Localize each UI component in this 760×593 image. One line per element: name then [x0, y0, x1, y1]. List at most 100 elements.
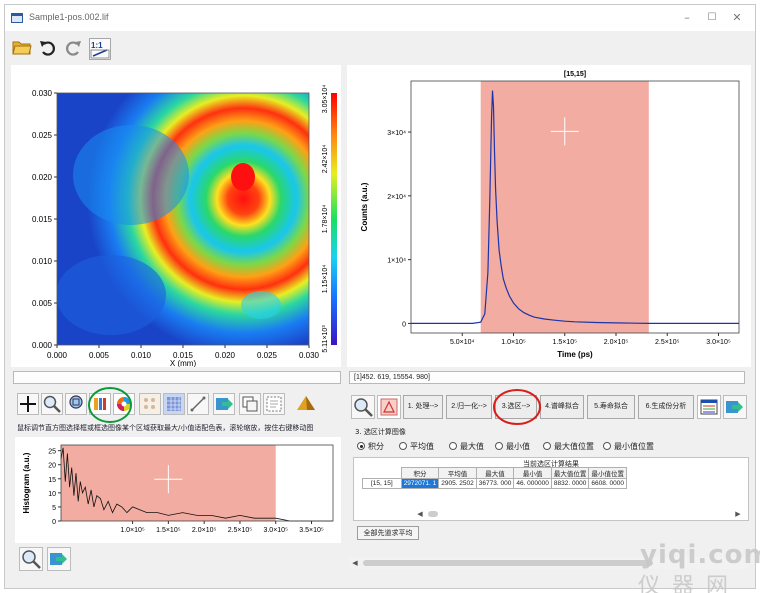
line-profile-icon[interactable] [187, 393, 209, 415]
x-tick-label: 3.5×10⁵ [299, 527, 324, 534]
scroll-left-icon[interactable]: ◀ [352, 559, 358, 567]
x-tick-label: 0.000 [47, 351, 68, 360]
scroll-thumb[interactable] [428, 511, 438, 517]
x-tick-label: 2.5×10⁵ [655, 339, 680, 346]
colorbar-ticks: 3.05×10⁴ 2.42×10⁴ 1.78×10⁴ 1.15×10⁴ 5.11×10³ [322, 85, 329, 353]
cell-mean[interactable]: 2905. 2502 [438, 478, 477, 489]
x-tick-label: 1.5×10⁵ [552, 339, 577, 346]
texture-icon[interactable] [163, 393, 185, 415]
cell-min-position[interactable]: 6608. 0000 [588, 478, 627, 489]
pattern-icon[interactable] [139, 393, 161, 415]
open-folder-icon[interactable] [11, 38, 33, 60]
x-tick-label: 5.0×10⁴ [450, 339, 475, 346]
y-tick-label: 10 [48, 491, 56, 498]
decay-status-bar: [1]452. 619, 15554. 980] [349, 371, 745, 384]
y-tick-label: 15 [48, 477, 56, 484]
x-tick-label: 1.5×10⁵ [156, 527, 181, 534]
table-corner [363, 468, 402, 479]
data-curve [60, 447, 333, 522]
export-image-icon[interactable] [213, 393, 235, 415]
x-tick-label: 0.020 [215, 351, 236, 360]
step-peak-fit-button[interactable]: 4.谱峰拟合 [540, 395, 584, 419]
cell-min[interactable]: 46. 000000 [513, 478, 552, 489]
results-table-area: 当前选区计算结果 积分 平均值 最大值 最小值 最大值位置 最小值位置 [15,… [353, 457, 749, 521]
copy-icon[interactable] [239, 393, 261, 415]
zoom-icon[interactable] [41, 393, 63, 415]
plot-frame [60, 444, 334, 522]
x-tick-label: 1.0×10⁵ [501, 339, 526, 346]
histogram-plot[interactable]: 1.0×10⁵ 1.5×10⁵ 2.0×10⁵ 2.5×10⁵ 3.0×10⁵ 3.5×1… [15, 437, 341, 543]
zoom-histogram-icon[interactable] [19, 547, 43, 571]
table-header-row: 积分 平均值 最大值 最小值 最大值位置 最小值位置 [363, 467, 627, 479]
table-horizontal-scrollbar[interactable]: ◀ ▶ [414, 508, 744, 520]
undo-icon[interactable] [37, 38, 59, 60]
zoom-fit-icon[interactable] [65, 393, 87, 415]
cell-max-position[interactable]: 8832. 0000 [550, 478, 590, 489]
app-icon [11, 13, 23, 23]
y-axis-label: Counts (a.u.) [360, 182, 369, 231]
x-tick-label: 2.0×10⁵ [604, 339, 629, 346]
y-tick-label: 0 [402, 321, 406, 328]
average-all-button[interactable]: 全部先道求平均 [357, 526, 419, 540]
close-button[interactable]: ✕ [732, 11, 742, 24]
decay-plot[interactable]: 5.0×10⁴ 1.0×10⁵ 1.5×10⁵ 2.0×10⁵ 2.5×10⁵ 3.0×1… [347, 65, 751, 367]
x-axis-ticks: 0.000 0.005 0.010 0.015 0.020 0.025 0.030 [47, 345, 320, 360]
y-tick-label: 0.025 [32, 131, 53, 140]
scroll-left-icon[interactable]: ◀ [417, 510, 423, 518]
calc-section-title: 3. 选区计算图像 [355, 428, 406, 436]
y-axis-ticks: 0.030 0.025 0.020 0.015 0.010 0.005 0.000 [32, 89, 57, 350]
radio-indicator [495, 442, 503, 450]
col-mean: 平均值 [438, 467, 477, 479]
scroll-right-icon[interactable]: ▶ [735, 510, 741, 518]
radio-max[interactable]: 最大值 [449, 441, 484, 452]
radio-indicator [543, 442, 551, 450]
radio-min[interactable]: 最小值 [495, 441, 530, 452]
scroll-thumb[interactable] [363, 560, 653, 566]
one-to-one-icon[interactable]: 1:1 [89, 38, 111, 60]
main-toolbar: 1:1 [5, 31, 755, 63]
bottom-horizontal-scrollbar[interactable]: ◀ [349, 557, 749, 569]
export-histogram-icon[interactable] [47, 547, 71, 571]
step-select-region-button[interactable]: 3.选区--> [495, 395, 537, 419]
redo-icon[interactable] [62, 38, 84, 60]
cell-max[interactable]: 36773. 000 [475, 478, 515, 489]
colorbar-tick-label: 2.42×10⁴ [322, 145, 329, 174]
step-normalize-button[interactable]: 2.归一化--> [446, 395, 492, 419]
radio-indicator [399, 442, 407, 450]
select-region-icon[interactable] [263, 393, 285, 415]
app-window: Sample1-pos.002.lif – ☐ ✕ 1:1 [4, 4, 756, 589]
table-row[interactable]: [15, 15] 2972071. 1 2905. 2502 36773. 00… [362, 478, 627, 489]
step-component-analysis-button[interactable]: 6.生成份分析 [638, 395, 694, 419]
x-tick-label: 0.015 [173, 351, 194, 360]
x-tick-label: 2.5×10⁵ [228, 527, 253, 534]
y-axis-label: Histogram (a.u.) [22, 452, 31, 513]
radio-mean[interactable]: 平均值 [399, 441, 434, 452]
y-tick-label: 0.005 [32, 299, 53, 308]
plot-frame [410, 80, 740, 334]
minimize-button[interactable]: – [684, 11, 690, 24]
zoom-decay-icon[interactable] [351, 395, 375, 419]
step-process-button[interactable]: 1. 处理--> [403, 395, 443, 419]
image-plot[interactable]: 0.000 0.005 0.010 0.015 0.020 0.025 0.030 0.03… [11, 65, 341, 368]
x-axis-label: X (mm) [170, 359, 197, 367]
x-tick-label: 0.010 [131, 351, 152, 360]
y-tick-label: 2×10⁴ [387, 194, 406, 201]
x-tick-label: 0.025 [257, 351, 278, 360]
crosshair-icon[interactable] [17, 393, 39, 415]
chart-title: [15,15] [564, 71, 586, 78]
highlight-circle-green [88, 387, 132, 423]
colorbar-tick-label: 3.05×10⁴ [322, 85, 329, 114]
radio-min-position[interactable]: 最小值位置 [603, 441, 654, 452]
cell-integral[interactable]: 2972071. 1 [400, 478, 440, 489]
radio-max-position[interactable]: 最大值位置 [543, 441, 594, 452]
y-tick-label: 0.030 [32, 89, 53, 98]
radio-integral[interactable]: 积分 [357, 441, 384, 452]
region-icon[interactable] [377, 395, 401, 419]
table-icon[interactable] [697, 395, 721, 419]
export-results-icon[interactable] [723, 395, 747, 419]
image-status-bar [13, 371, 341, 384]
col-integral: 积分 [400, 467, 440, 479]
maximize-button[interactable]: ☐ [707, 12, 717, 23]
step-lifetime-fit-button[interactable]: 5.寿命拟合 [587, 395, 635, 419]
surface-icon[interactable] [295, 393, 317, 415]
